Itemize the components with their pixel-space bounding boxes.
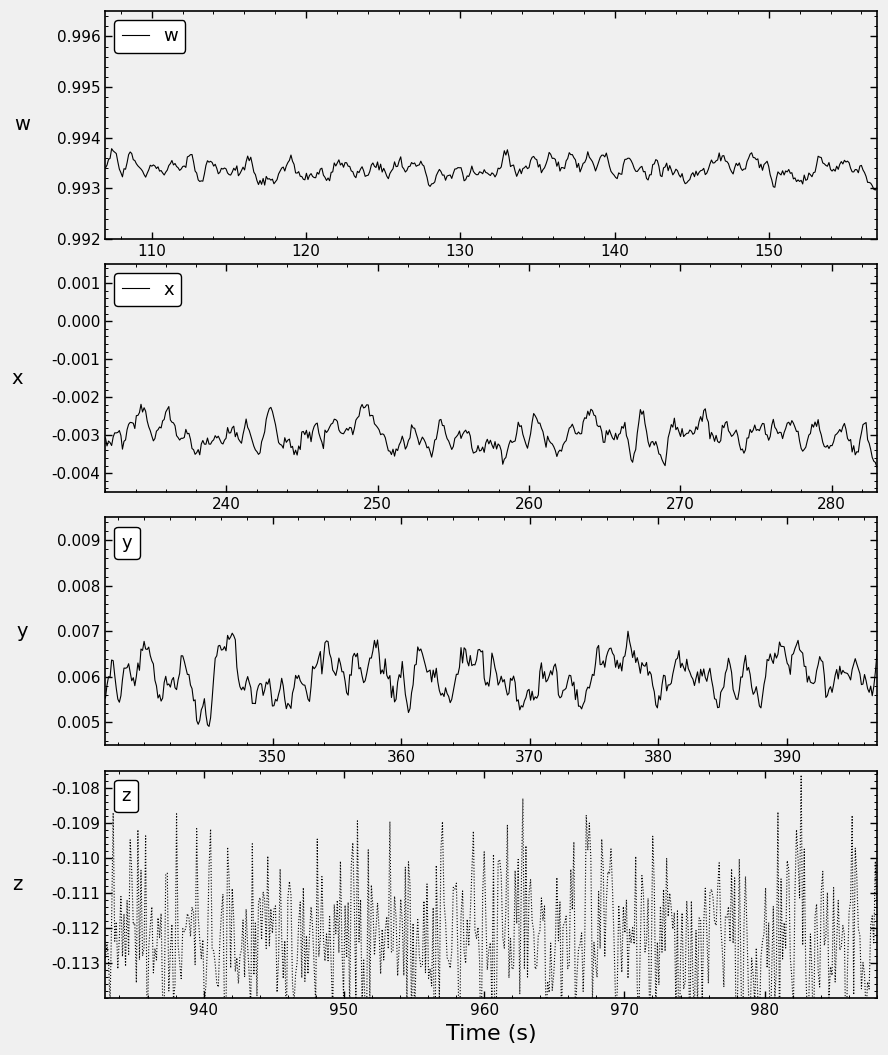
Y-axis label: x: x <box>12 368 22 387</box>
Y-axis label: z: z <box>12 875 22 894</box>
Y-axis label: w: w <box>14 115 30 134</box>
X-axis label: Time (s): Time (s) <box>446 1024 536 1043</box>
Legend: y: y <box>115 526 139 559</box>
Legend: w: w <box>115 20 186 53</box>
Legend: x: x <box>115 273 181 306</box>
Y-axis label: y: y <box>17 621 28 640</box>
Legend: z: z <box>115 780 139 812</box>
